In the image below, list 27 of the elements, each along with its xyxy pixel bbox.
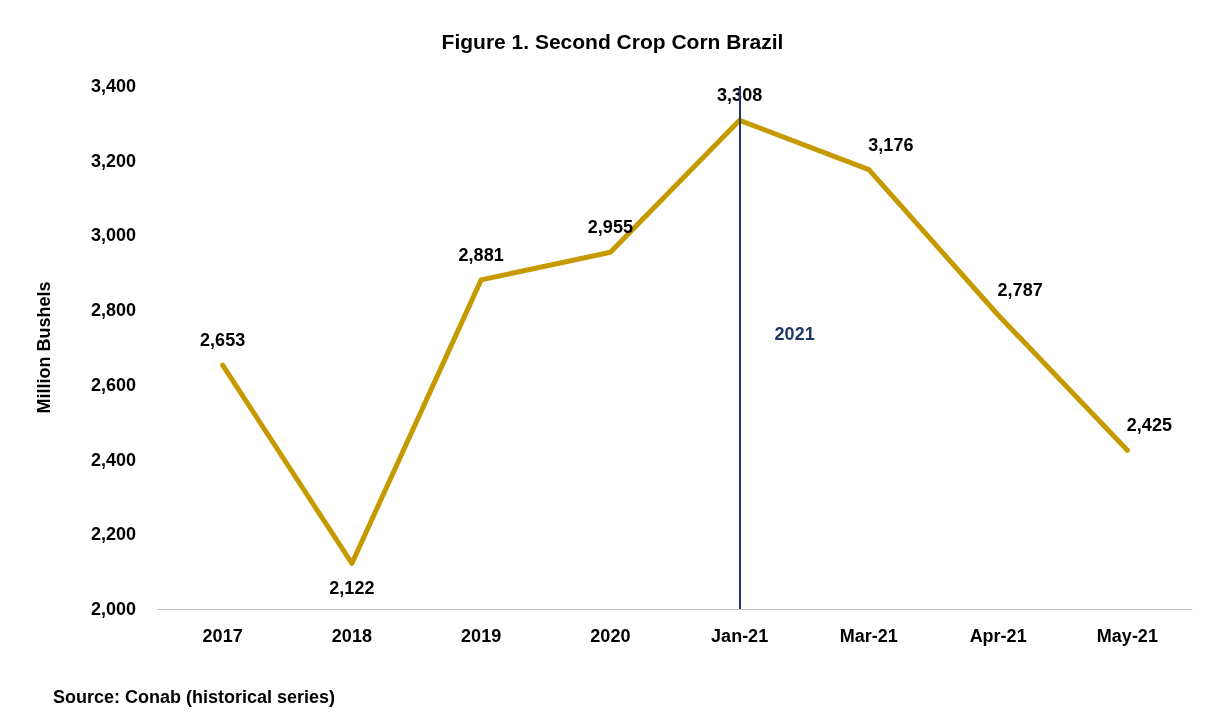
- chart-title: Figure 1. Second Crop Corn Brazil: [441, 30, 784, 53]
- data-label: 2,881: [458, 244, 504, 265]
- data-label: 3,176: [868, 134, 914, 155]
- data-label: 2,955: [587, 217, 633, 238]
- y-tick-label: 2,000: [90, 599, 136, 619]
- data-label: 2,653: [200, 330, 246, 351]
- data-label: 2,425: [1126, 415, 1172, 436]
- x-tick-label: Apr-21: [969, 626, 1027, 646]
- x-tick-label: May-21: [1096, 626, 1158, 646]
- x-tick-label: 2019: [461, 626, 502, 646]
- source-note: Source: Conab (historical series): [53, 687, 336, 707]
- x-tick-label: 2018: [331, 626, 372, 646]
- data-label: 2,787: [997, 280, 1043, 300]
- y-tick-label: 3,400: [90, 76, 136, 96]
- data-label: 2,122: [329, 578, 375, 599]
- x-tick-label: Jan-21: [711, 626, 769, 646]
- x-tick-label: 2017: [202, 626, 243, 646]
- y-tick-label: 3,000: [90, 225, 136, 246]
- y-tick-label: 2,400: [90, 449, 136, 470]
- y-tick-label: 2,800: [90, 300, 136, 321]
- y-tick-label: 3,200: [90, 150, 136, 171]
- x-tick-label: Mar-21: [839, 626, 898, 646]
- ref-line-label: 2021: [774, 323, 815, 344]
- y-axis-title: Million Bushels: [34, 281, 54, 414]
- y-tick-label: 2,600: [90, 374, 136, 395]
- y-tick-label: 2,200: [90, 524, 136, 545]
- x-tick-label: 2020: [590, 626, 631, 646]
